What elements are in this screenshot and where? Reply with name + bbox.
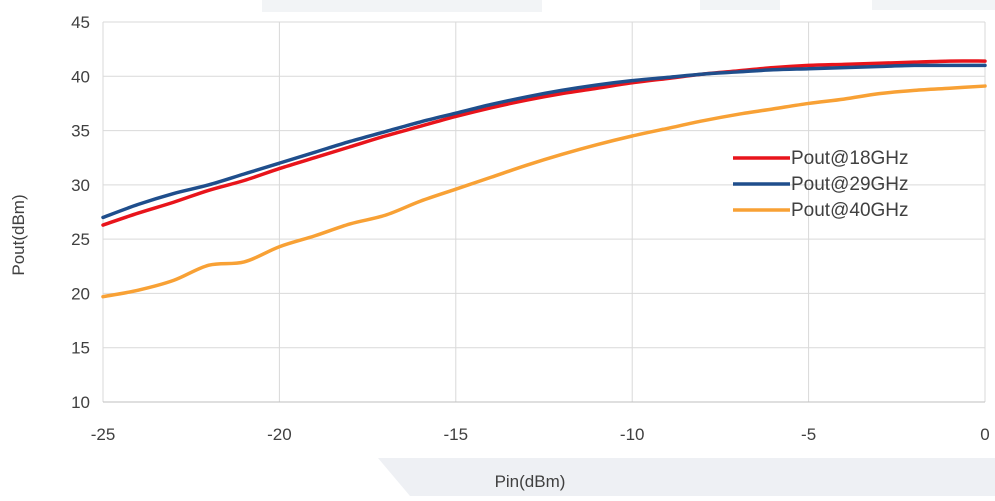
axes: 10 15 20 25 30 35 40 45 -25 -20 -15 -10 -5 0	[71, 13, 990, 444]
decor-band-bottom	[378, 458, 995, 496]
series-group	[101, 59, 987, 299]
legend: Pout@18GHz Pout@29GHz Pout@40GHz	[733, 148, 909, 221]
x-tick-label: -10	[620, 425, 645, 444]
series-line-pout-29ghz	[101, 63, 987, 220]
x-tick-label: -25	[91, 425, 116, 444]
x-axis-label: Pin(dBm)	[495, 472, 566, 491]
legend-label-pout-18ghz: Pout@18GHz	[791, 148, 909, 169]
y-tick-label: 45	[71, 13, 90, 32]
decor-band-top-1	[262, 0, 542, 12]
y-axis-label: Pout(dBm)	[9, 194, 28, 275]
series-line-pout-18ghz	[101, 59, 987, 227]
y-tick-label: 30	[71, 176, 90, 195]
x-tick-label: 0	[980, 425, 989, 444]
decor-band-top-3	[872, 0, 995, 10]
series-line-pout-40ghz	[101, 84, 987, 299]
decor-band-top-2	[700, 0, 780, 10]
y-tick-label: 35	[71, 122, 90, 141]
legend-label-pout-29ghz: Pout@29GHz	[791, 174, 909, 195]
legend-label-pout-40ghz: Pout@40GHz	[791, 200, 909, 221]
x-tick-label: -20	[267, 425, 292, 444]
y-tick-label: 40	[71, 67, 90, 86]
x-tick-label: -15	[444, 425, 469, 444]
y-tick-label: 20	[71, 284, 90, 303]
x-tick-label: -5	[801, 425, 816, 444]
grid	[102, 21, 986, 403]
y-tick-label: 10	[71, 393, 90, 412]
y-tick-label: 15	[71, 339, 90, 358]
y-tick-label: 25	[71, 230, 90, 249]
